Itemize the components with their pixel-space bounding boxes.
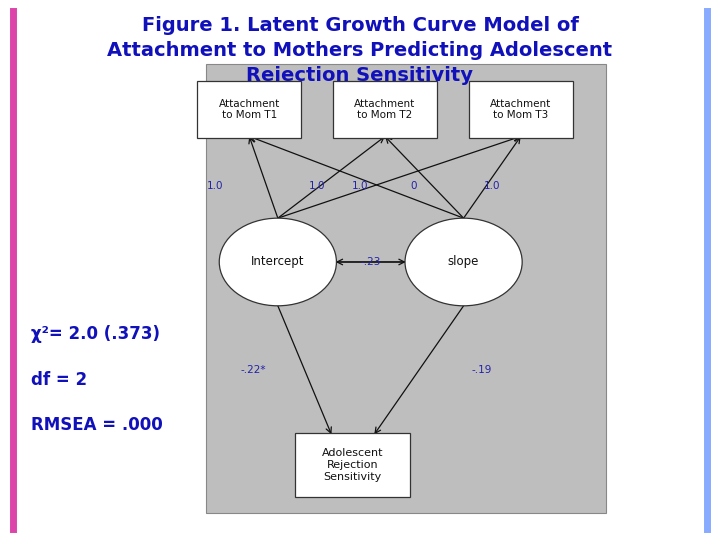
FancyBboxPatch shape [469, 82, 573, 138]
Text: -.22*: -.22* [240, 365, 266, 375]
Text: Intercept: Intercept [251, 255, 305, 268]
Text: Adolescent
Rejection
Sensitivity: Adolescent Rejection Sensitivity [322, 449, 384, 482]
Text: df = 2: df = 2 [32, 370, 88, 389]
Text: 1.0: 1.0 [484, 181, 500, 191]
Text: 1.0: 1.0 [207, 181, 223, 191]
FancyBboxPatch shape [333, 82, 437, 138]
Text: 0: 0 [410, 181, 417, 191]
FancyBboxPatch shape [197, 82, 302, 138]
FancyBboxPatch shape [295, 433, 410, 497]
Text: Attachment
to Mom T3: Attachment to Mom T3 [490, 99, 552, 120]
Text: 1.0: 1.0 [352, 181, 368, 191]
Text: -.19: -.19 [472, 365, 492, 375]
Text: -.23: -.23 [361, 257, 381, 267]
Text: 1.0: 1.0 [309, 181, 325, 191]
Text: RMSEA = .000: RMSEA = .000 [32, 416, 163, 434]
Text: slope: slope [448, 255, 480, 268]
Text: χ²= 2.0 (.373): χ²= 2.0 (.373) [32, 325, 161, 343]
Circle shape [405, 218, 522, 306]
Text: Attachment
to Mom T1: Attachment to Mom T1 [219, 99, 280, 120]
Text: Attachment
to Mom T2: Attachment to Mom T2 [354, 99, 415, 120]
Circle shape [220, 218, 336, 306]
FancyBboxPatch shape [207, 64, 606, 513]
Text: Figure 1. Latent Growth Curve Model of
Attachment to Mothers Predicting Adolesce: Figure 1. Latent Growth Curve Model of A… [107, 16, 613, 85]
